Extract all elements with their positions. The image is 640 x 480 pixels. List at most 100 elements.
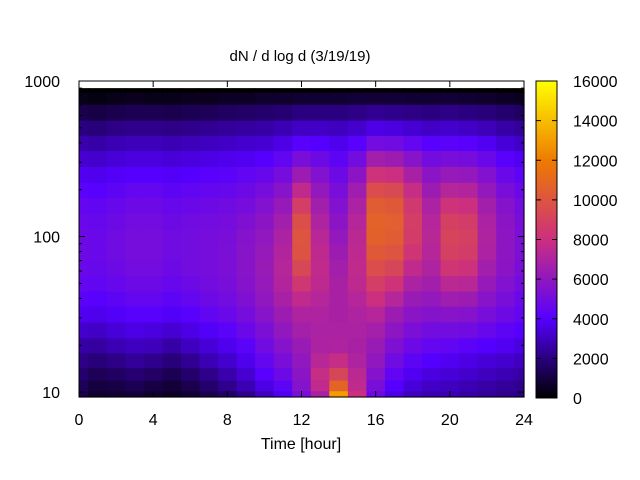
heatmap-cell bbox=[292, 229, 312, 245]
heatmap-cell bbox=[273, 229, 293, 245]
heatmap-cell bbox=[440, 104, 460, 121]
heatmap-cell bbox=[79, 150, 89, 167]
heatmap-cell bbox=[403, 135, 423, 152]
heatmap-cell bbox=[79, 120, 89, 136]
heatmap-cell bbox=[255, 390, 275, 398]
heatmap-cell bbox=[403, 305, 423, 323]
heatmap-cell bbox=[514, 150, 525, 167]
heatmap-cell bbox=[236, 380, 256, 392]
heatmap-cell bbox=[440, 120, 460, 136]
heatmap-cell bbox=[236, 150, 256, 167]
heatmap-cell bbox=[403, 259, 423, 277]
heatmap-cell bbox=[459, 92, 479, 105]
heatmap-cell bbox=[106, 275, 126, 292]
heatmap-cell bbox=[329, 229, 349, 245]
colorbar-tick-label: 2000 bbox=[573, 351, 609, 368]
heatmap-cell bbox=[162, 244, 182, 261]
heatmap-cell bbox=[162, 305, 182, 323]
heatmap-cell bbox=[199, 321, 219, 339]
x-tick-label: 4 bbox=[149, 412, 158, 429]
heatmap-cell bbox=[125, 229, 145, 245]
heatmap-cell bbox=[162, 104, 182, 121]
heatmap-cell bbox=[255, 321, 275, 339]
heatmap-cell bbox=[88, 92, 108, 105]
heatmap-cell bbox=[162, 229, 182, 245]
heatmap-cell bbox=[477, 352, 497, 368]
heatmap-cell bbox=[514, 352, 525, 368]
heatmap-cell bbox=[218, 120, 238, 136]
heatmap-cell bbox=[236, 135, 256, 152]
heatmap-cell bbox=[143, 259, 164, 277]
heatmap-cell bbox=[496, 104, 516, 121]
heatmap-cell bbox=[143, 352, 164, 368]
heatmap-cell bbox=[125, 352, 145, 368]
heatmap-cell bbox=[292, 259, 312, 277]
heatmap-cell bbox=[310, 290, 330, 307]
heatmap-cell bbox=[292, 135, 312, 152]
heatmap-cell bbox=[125, 305, 145, 323]
heatmap-cell bbox=[384, 337, 405, 354]
heatmap-cell bbox=[255, 213, 275, 230]
heatmap-cell bbox=[218, 337, 238, 354]
heatmap-cell bbox=[440, 367, 460, 381]
heatmap-cell bbox=[180, 321, 201, 339]
heatmap-cell bbox=[422, 352, 442, 368]
heatmap-cell bbox=[440, 182, 460, 198]
heatmap-cell bbox=[79, 88, 89, 93]
heatmap-cell bbox=[384, 390, 405, 398]
heatmap-cell bbox=[292, 182, 312, 198]
heatmap-cell bbox=[143, 229, 164, 245]
heatmap-cell bbox=[403, 182, 423, 198]
heatmap-cell bbox=[292, 305, 312, 323]
heatmap-cell bbox=[477, 197, 497, 214]
heatmap-cell bbox=[440, 259, 460, 277]
heatmap-cell bbox=[79, 290, 89, 307]
heatmap-cell bbox=[218, 150, 238, 167]
heatmap-cell bbox=[106, 182, 126, 198]
heatmap-cell bbox=[273, 166, 293, 183]
heatmap-cell bbox=[236, 337, 256, 354]
heatmap-cell bbox=[143, 213, 164, 230]
heatmap-cell bbox=[79, 166, 89, 183]
heatmap-cell bbox=[180, 166, 201, 183]
heatmap-cell bbox=[384, 88, 405, 93]
heatmap-cell bbox=[236, 259, 256, 277]
heatmap-cell bbox=[236, 305, 256, 323]
heatmap-cell bbox=[88, 229, 108, 245]
heatmap-cell bbox=[403, 92, 423, 105]
heatmap-cell bbox=[162, 197, 182, 214]
colorbar-tick-label: 8000 bbox=[573, 233, 609, 250]
heatmap-cell bbox=[236, 275, 256, 292]
heatmap-cell bbox=[88, 305, 108, 323]
heatmap-cell bbox=[366, 197, 386, 214]
heatmap-cell bbox=[514, 259, 525, 277]
heatmap-cell bbox=[255, 337, 275, 354]
heatmap-cell bbox=[236, 120, 256, 136]
heatmap-cell bbox=[384, 150, 405, 167]
heatmap-cell bbox=[347, 120, 367, 136]
heatmap-cell bbox=[329, 380, 349, 392]
heatmap-cell bbox=[79, 305, 89, 323]
x-tick-label: 12 bbox=[293, 412, 311, 429]
heatmap-cell bbox=[106, 92, 126, 105]
heatmap-cell bbox=[440, 135, 460, 152]
heatmap-cell bbox=[403, 197, 423, 214]
heatmap-cell bbox=[422, 229, 442, 245]
heatmap-cell bbox=[255, 275, 275, 292]
heatmap-cell bbox=[199, 229, 219, 245]
colorbar-tick-label: 4000 bbox=[573, 312, 609, 329]
heatmap-cell bbox=[292, 197, 312, 214]
heatmap-cell bbox=[422, 305, 442, 323]
heatmap-cell bbox=[236, 367, 256, 381]
heatmap-cell bbox=[422, 367, 442, 381]
heatmap-cell bbox=[514, 166, 525, 183]
heatmap-cell bbox=[310, 197, 330, 214]
heatmap-cell bbox=[79, 380, 89, 392]
heatmap-cell bbox=[440, 380, 460, 392]
heatmap-cell bbox=[143, 380, 164, 392]
heatmap-cell bbox=[292, 104, 312, 121]
heatmap-cell bbox=[180, 244, 201, 261]
heatmap-cell bbox=[180, 380, 201, 392]
heatmap-cell bbox=[106, 88, 126, 93]
heatmap-cell bbox=[310, 380, 330, 392]
